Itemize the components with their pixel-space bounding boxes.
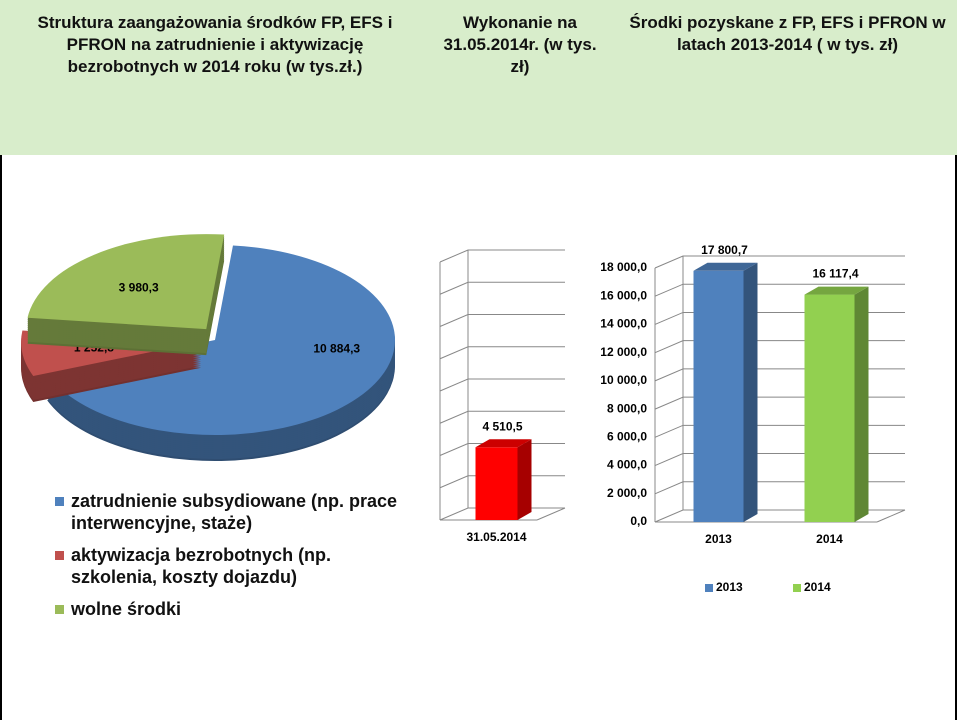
- y-tick-label: 4 000,0: [607, 458, 647, 472]
- grid-line: [439, 346, 565, 360]
- y-tick-label: 16 000,0: [600, 288, 647, 302]
- y-tick-label: 2 000,0: [607, 486, 647, 500]
- pie-slice: [27, 234, 225, 356]
- grid-line: [439, 281, 565, 295]
- grid-line: [439, 475, 565, 489]
- legend-label: 2014: [804, 580, 831, 594]
- legend-swatch: [55, 551, 64, 560]
- y-tick-label: 14 000,0: [600, 317, 647, 331]
- legend-item: zatrudnienie subsydiowane (np. prace int…: [55, 490, 415, 534]
- data-label: 17 800,7: [701, 243, 748, 257]
- data-label: 10 884,3: [313, 342, 360, 356]
- y-tick-label: 0,0: [630, 514, 647, 528]
- legend: zatrudnienie subsydiowane (np. prace int…: [55, 490, 415, 630]
- legend-label: aktywizacja bezrobotnych (np. szkolenia,…: [71, 545, 332, 587]
- legend-swatch: [793, 584, 801, 592]
- grid-line: [654, 255, 905, 269]
- legend-label: zatrudnienie subsydiowane (np. prace int…: [71, 491, 398, 533]
- bar-top: [804, 286, 869, 295]
- y-tick-label: 6 000,0: [607, 430, 647, 444]
- bar-side: [743, 262, 758, 522]
- data-label: 16 117,4: [812, 267, 858, 281]
- x-tick-label: 2013: [705, 532, 732, 546]
- y-tick-label: 12 000,0: [600, 345, 647, 359]
- bar-side: [517, 439, 532, 520]
- pie-slice: [47, 245, 396, 462]
- grid-line: [439, 410, 565, 424]
- bar: [804, 286, 869, 522]
- legend-item: aktywizacja bezrobotnych (np. szkolenia,…: [55, 544, 415, 588]
- legend-swatch: [705, 584, 713, 592]
- grid-line: [439, 314, 565, 327]
- data-label: 3 980,3: [119, 280, 159, 294]
- bar-front: [804, 294, 855, 522]
- x-tick-label: 2014: [816, 532, 843, 546]
- y-tick-label: 18 000,0: [600, 260, 647, 274]
- bar-top: [693, 262, 758, 271]
- bar-top: [475, 439, 532, 448]
- bar: [475, 439, 532, 520]
- slice-top: [47, 245, 395, 435]
- slice-top: [27, 234, 225, 330]
- data-label: 4 510,5: [482, 419, 522, 433]
- header-band: [0, 0, 957, 155]
- bar-front: [693, 270, 744, 522]
- y-tick-label: 10 000,0: [600, 373, 647, 387]
- x-tick-label: 31.05.2014: [466, 530, 526, 544]
- grid-line: [439, 507, 565, 521]
- floor: [536, 507, 566, 521]
- legend-label: 2013: [716, 580, 743, 594]
- bar-side: [854, 286, 869, 522]
- grid-line: [439, 249, 565, 263]
- pie-slice: [21, 330, 202, 403]
- floor: [876, 509, 906, 523]
- chart-title: Struktura zaangażowania środków FP, EFS …: [37, 13, 393, 76]
- chart-title: Środki pozyskane z FP, EFS i PFRON w lat…: [629, 13, 946, 54]
- grid-line: [439, 378, 565, 392]
- grid-line: [439, 443, 565, 456]
- legend-item: wolne środki: [55, 598, 415, 620]
- legend-swatch: [55, 605, 64, 614]
- y-tick-label: 8 000,0: [607, 401, 647, 415]
- grid-line: [654, 283, 905, 297]
- chart-title: Wykonanie na 31.05.2014r. (w tys. zł): [443, 13, 597, 76]
- legend-label: wolne środki: [71, 599, 182, 619]
- bar: [693, 262, 758, 522]
- legend-swatch: [55, 497, 64, 506]
- bar-front: [475, 447, 518, 520]
